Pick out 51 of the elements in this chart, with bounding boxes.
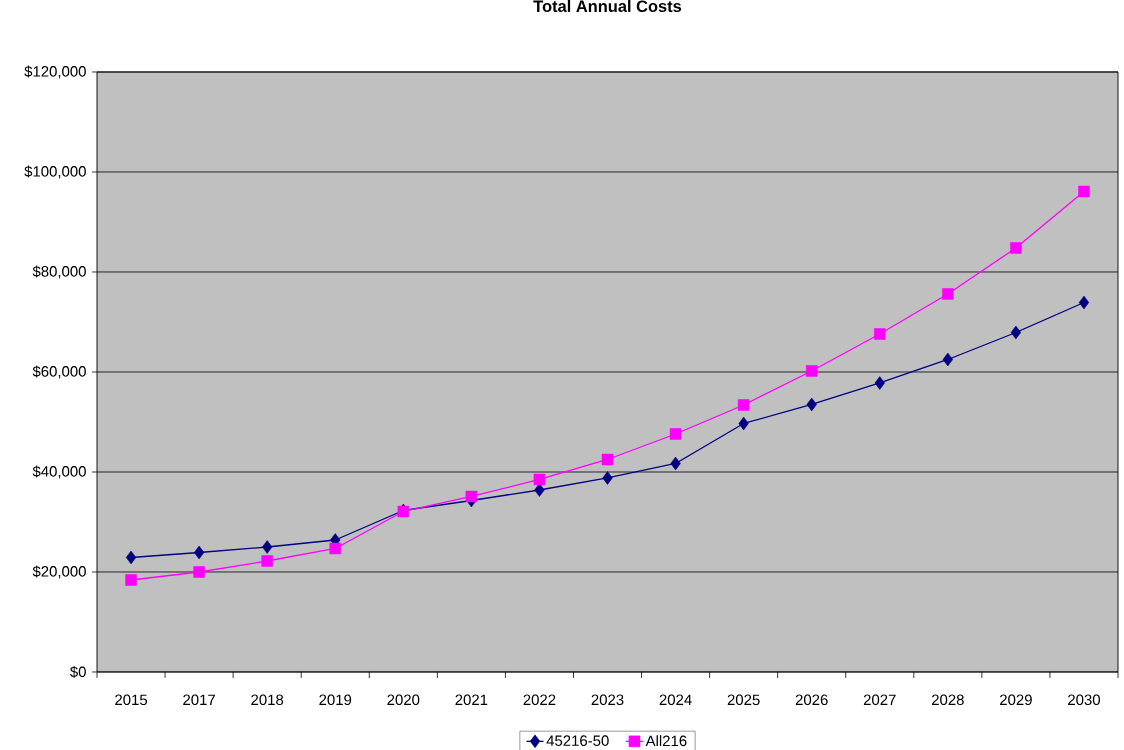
x-tick-label: 2030	[1068, 694, 1100, 706]
y-tick-label: $120,000	[24, 65, 86, 79]
point	[1010, 325, 1022, 340]
y-tick-label: $60,000	[32, 365, 86, 379]
chart-title: Total Annual Costs	[533, 0, 682, 13]
point	[533, 473, 546, 486]
point	[874, 328, 886, 340]
point	[261, 555, 273, 567]
x-tick-label: 2025	[727, 694, 760, 706]
point	[1078, 185, 1090, 198]
x-tick-label: 2026	[795, 694, 828, 706]
point	[1010, 242, 1022, 254]
point	[669, 428, 682, 440]
point	[329, 542, 341, 555]
x-tick-label: 2027	[863, 694, 896, 706]
x-tick-label: 2021	[455, 694, 488, 706]
point	[602, 471, 613, 485]
x-tick-label: 2020	[387, 694, 420, 706]
x-tick-label: 2024	[659, 694, 692, 706]
x-tick-label: 2028	[931, 694, 964, 706]
point	[874, 376, 885, 390]
x-tick-label: 2017	[183, 694, 215, 706]
point	[193, 566, 205, 578]
point	[193, 545, 205, 560]
point	[125, 550, 137, 565]
x-tick-label: 2015	[115, 694, 148, 706]
y-tick-label: $20,000	[32, 565, 86, 579]
x-tick-label: 2029	[1000, 694, 1032, 706]
point	[125, 574, 137, 586]
y-tick-label: $80,000	[32, 265, 86, 279]
y-tick-label: $0	[70, 665, 86, 679]
point	[670, 456, 681, 471]
point	[738, 416, 749, 431]
x-tick-label: 2019	[319, 694, 352, 706]
point	[942, 288, 954, 300]
point	[601, 453, 614, 466]
y-tick-label: $100,000	[24, 165, 86, 179]
point	[806, 397, 817, 412]
x-tick-label: 2023	[591, 694, 624, 706]
point	[262, 540, 273, 554]
point	[465, 490, 478, 503]
x-tick-label: 2022	[523, 694, 556, 706]
x-tick-label: 2018	[251, 694, 284, 706]
legend-label: All216	[645, 735, 687, 747]
point	[534, 483, 545, 497]
legend-label: 45216-50	[546, 735, 609, 746]
point	[737, 399, 750, 411]
y-tick-label: $40,000	[32, 465, 86, 479]
point	[1078, 295, 1090, 310]
point	[942, 352, 953, 367]
point	[805, 365, 818, 377]
